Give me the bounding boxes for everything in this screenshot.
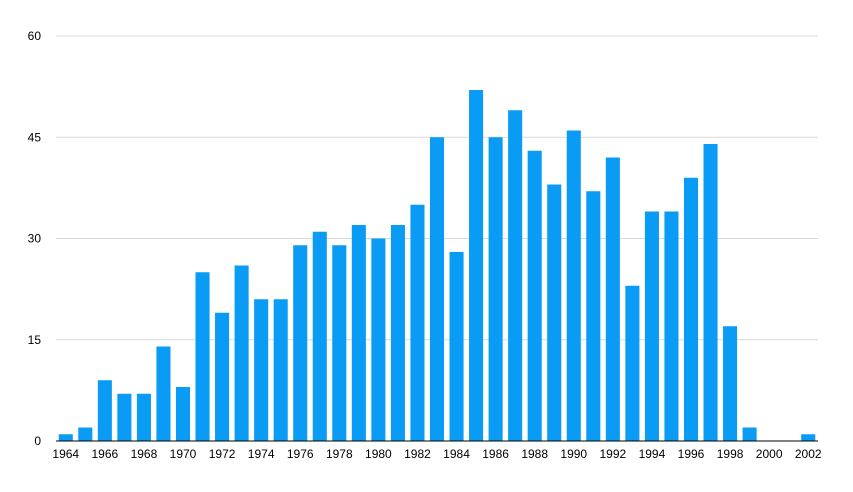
bar-1991 — [586, 191, 601, 441]
bar-1988 — [527, 150, 542, 441]
bar-1966 — [97, 380, 112, 441]
bar-1969 — [156, 346, 171, 441]
bar-1989 — [547, 184, 562, 441]
bar-2002 — [801, 434, 816, 441]
bar-1981 — [390, 225, 405, 441]
x-tick-label: 2002 — [795, 447, 822, 461]
bar-1984 — [449, 252, 464, 441]
bars — [58, 90, 816, 441]
bar-1992 — [605, 157, 620, 441]
x-tick-label: 1984 — [443, 447, 470, 461]
x-tick-label: 1966 — [91, 447, 118, 461]
bar-1993 — [625, 285, 640, 441]
bar-1972 — [215, 312, 230, 441]
y-tick-label: 30 — [28, 232, 42, 246]
y-tick-labels: 0 15 30 45 60 — [28, 29, 42, 448]
bar-1971 — [195, 272, 210, 441]
bar-1965 — [78, 427, 93, 441]
x-tick-label: 1998 — [717, 447, 744, 461]
y-tick-label: 60 — [28, 29, 42, 43]
bar-1985 — [469, 90, 484, 441]
bar-1996 — [683, 177, 699, 441]
x-tick-label: 1992 — [599, 447, 626, 461]
bar-1998 — [723, 326, 738, 441]
x-tick-label: 1970 — [170, 447, 197, 461]
bar-1968 — [136, 393, 151, 441]
bar-1983 — [429, 137, 445, 441]
y-tick-label: 15 — [28, 333, 42, 347]
x-tick-label: 1978 — [326, 447, 353, 461]
x-tick-label: 1974 — [248, 447, 275, 461]
x-tick-label: 1972 — [209, 447, 236, 461]
bar-1997 — [703, 144, 718, 441]
bar-1982 — [410, 204, 425, 441]
x-tick-label: 1996 — [678, 447, 705, 461]
bar-1967 — [117, 393, 132, 441]
bar-1964 — [58, 434, 73, 441]
x-tick-label: 1986 — [482, 447, 509, 461]
bar-1995 — [664, 211, 679, 441]
bar-1979 — [351, 225, 366, 441]
x-tick-label: 1988 — [521, 447, 548, 461]
x-tick-label: 1976 — [287, 447, 314, 461]
y-tick-label: 45 — [28, 130, 42, 144]
x-tick-label: 2000 — [756, 447, 783, 461]
x-tick-label: 1964 — [52, 447, 79, 461]
bar-1977 — [312, 231, 327, 441]
bar-1987 — [508, 110, 523, 441]
x-tick-label: 1982 — [404, 447, 431, 461]
y-tick-label: 0 — [34, 434, 41, 448]
x-tick-label: 1980 — [365, 447, 392, 461]
bar-1990 — [566, 130, 581, 441]
x-tick-labels: 1964 1966 1968 1970 1972 1974 1976 1978 1980 1982… — [52, 447, 821, 461]
bar-1999 — [742, 427, 757, 441]
bar-1978 — [332, 245, 347, 441]
x-tick-label: 1994 — [639, 447, 666, 461]
bar-1986 — [488, 137, 503, 441]
bar-1974 — [254, 299, 269, 441]
x-tick-label: 1968 — [131, 447, 158, 461]
x-tick-label: 1990 — [560, 447, 587, 461]
bar-1973 — [234, 265, 249, 441]
bar-1980 — [371, 238, 386, 441]
bar-1975 — [273, 299, 288, 441]
bar-1994 — [644, 211, 659, 441]
bar-1976 — [293, 245, 308, 441]
bar-1970 — [175, 387, 191, 441]
